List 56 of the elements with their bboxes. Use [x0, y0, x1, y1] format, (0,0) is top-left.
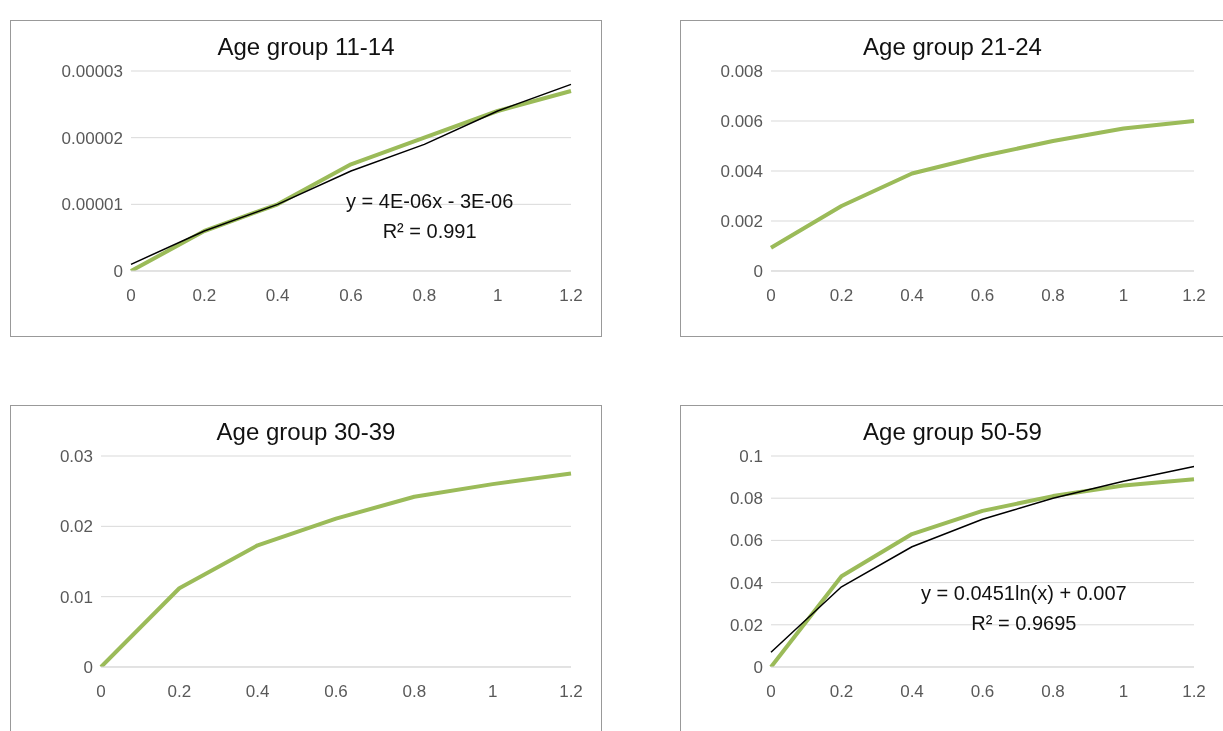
y-tick-label: 0.03	[59, 447, 93, 467]
x-tick-label: 1	[487, 682, 498, 702]
x-tick-label: 0.2	[192, 286, 217, 306]
y-tick-label: 0.004	[720, 162, 763, 182]
x-tick-label: 0.8	[402, 682, 427, 702]
y-tick-label: 0.02	[729, 615, 763, 635]
x-tick-label: 0.4	[900, 682, 924, 702]
x-tick-label: 0.4	[245, 682, 270, 702]
x-tick-label: 0.8	[1041, 286, 1065, 306]
line-series	[99, 471, 573, 667]
annotation: R² = 0.9695	[970, 611, 1078, 636]
x-tick-label: 0.6	[339, 286, 363, 306]
x-tick-label: 1.2	[1182, 286, 1206, 306]
y-tick-label: 0.006	[720, 112, 763, 132]
x-tick-label: 0.4	[265, 286, 290, 306]
x-tick-label: 0	[126, 286, 136, 306]
x-tick-label: 0.2	[167, 682, 192, 702]
x-tick-label: 1	[1118, 682, 1129, 702]
x-tick-label: 1.2	[559, 682, 583, 702]
x-tick-label: 1.2	[1182, 682, 1206, 702]
y-tick-label: 0.06	[729, 531, 763, 551]
chart-title: Age group 21-24	[862, 33, 1043, 61]
chart-title: Age group 30-39	[215, 418, 397, 446]
x-tick-label: 0.8	[412, 286, 437, 306]
chart-title: Age group 11-14	[216, 33, 396, 61]
y-tick-label: 0	[753, 658, 763, 678]
annotation: R² = 0.991	[381, 219, 478, 244]
x-tick-label: 0.6	[970, 682, 995, 702]
y-tick-label: 0.002	[720, 212, 763, 232]
y-tick-label: 0	[83, 658, 93, 678]
y-tick-label: 0.01	[59, 587, 93, 607]
line-series	[769, 119, 1196, 250]
x-tick-label: 0.6	[970, 286, 995, 306]
x-tick-label: 1	[1118, 286, 1129, 306]
x-tick-label: 1.2	[559, 286, 583, 306]
y-tick-label: 0.04	[729, 573, 763, 593]
y-tick-label: 0	[113, 262, 123, 282]
x-tick-label: 1	[492, 286, 503, 306]
y-tick-label: 0.02	[59, 517, 93, 537]
y-tick-label: 0	[753, 262, 763, 282]
y-tick-label: 0.1	[739, 447, 763, 467]
annotation: y = 0.0451ln(x) + 0.007	[921, 581, 1127, 606]
x-tick-label: 0.8	[1041, 682, 1065, 702]
x-tick-label: 0.4	[900, 286, 924, 306]
annotation: y = 4E-06x - 3E-06	[346, 189, 514, 214]
y-tick-label: 0.00002	[61, 128, 123, 148]
x-tick-label: 0.2	[829, 286, 854, 306]
chart-title: Age group 50-59	[862, 418, 1043, 446]
x-tick-label: 0.2	[829, 682, 854, 702]
x-tick-label: 0	[766, 286, 776, 306]
y-tick-label: 0.00001	[61, 195, 123, 215]
y-tick-label: 0.00003	[61, 62, 123, 82]
x-tick-label: 0	[766, 682, 776, 702]
x-tick-label: 0.6	[324, 682, 348, 702]
y-tick-label: 0.008	[720, 62, 763, 82]
y-tick-label: 0.08	[729, 489, 763, 509]
